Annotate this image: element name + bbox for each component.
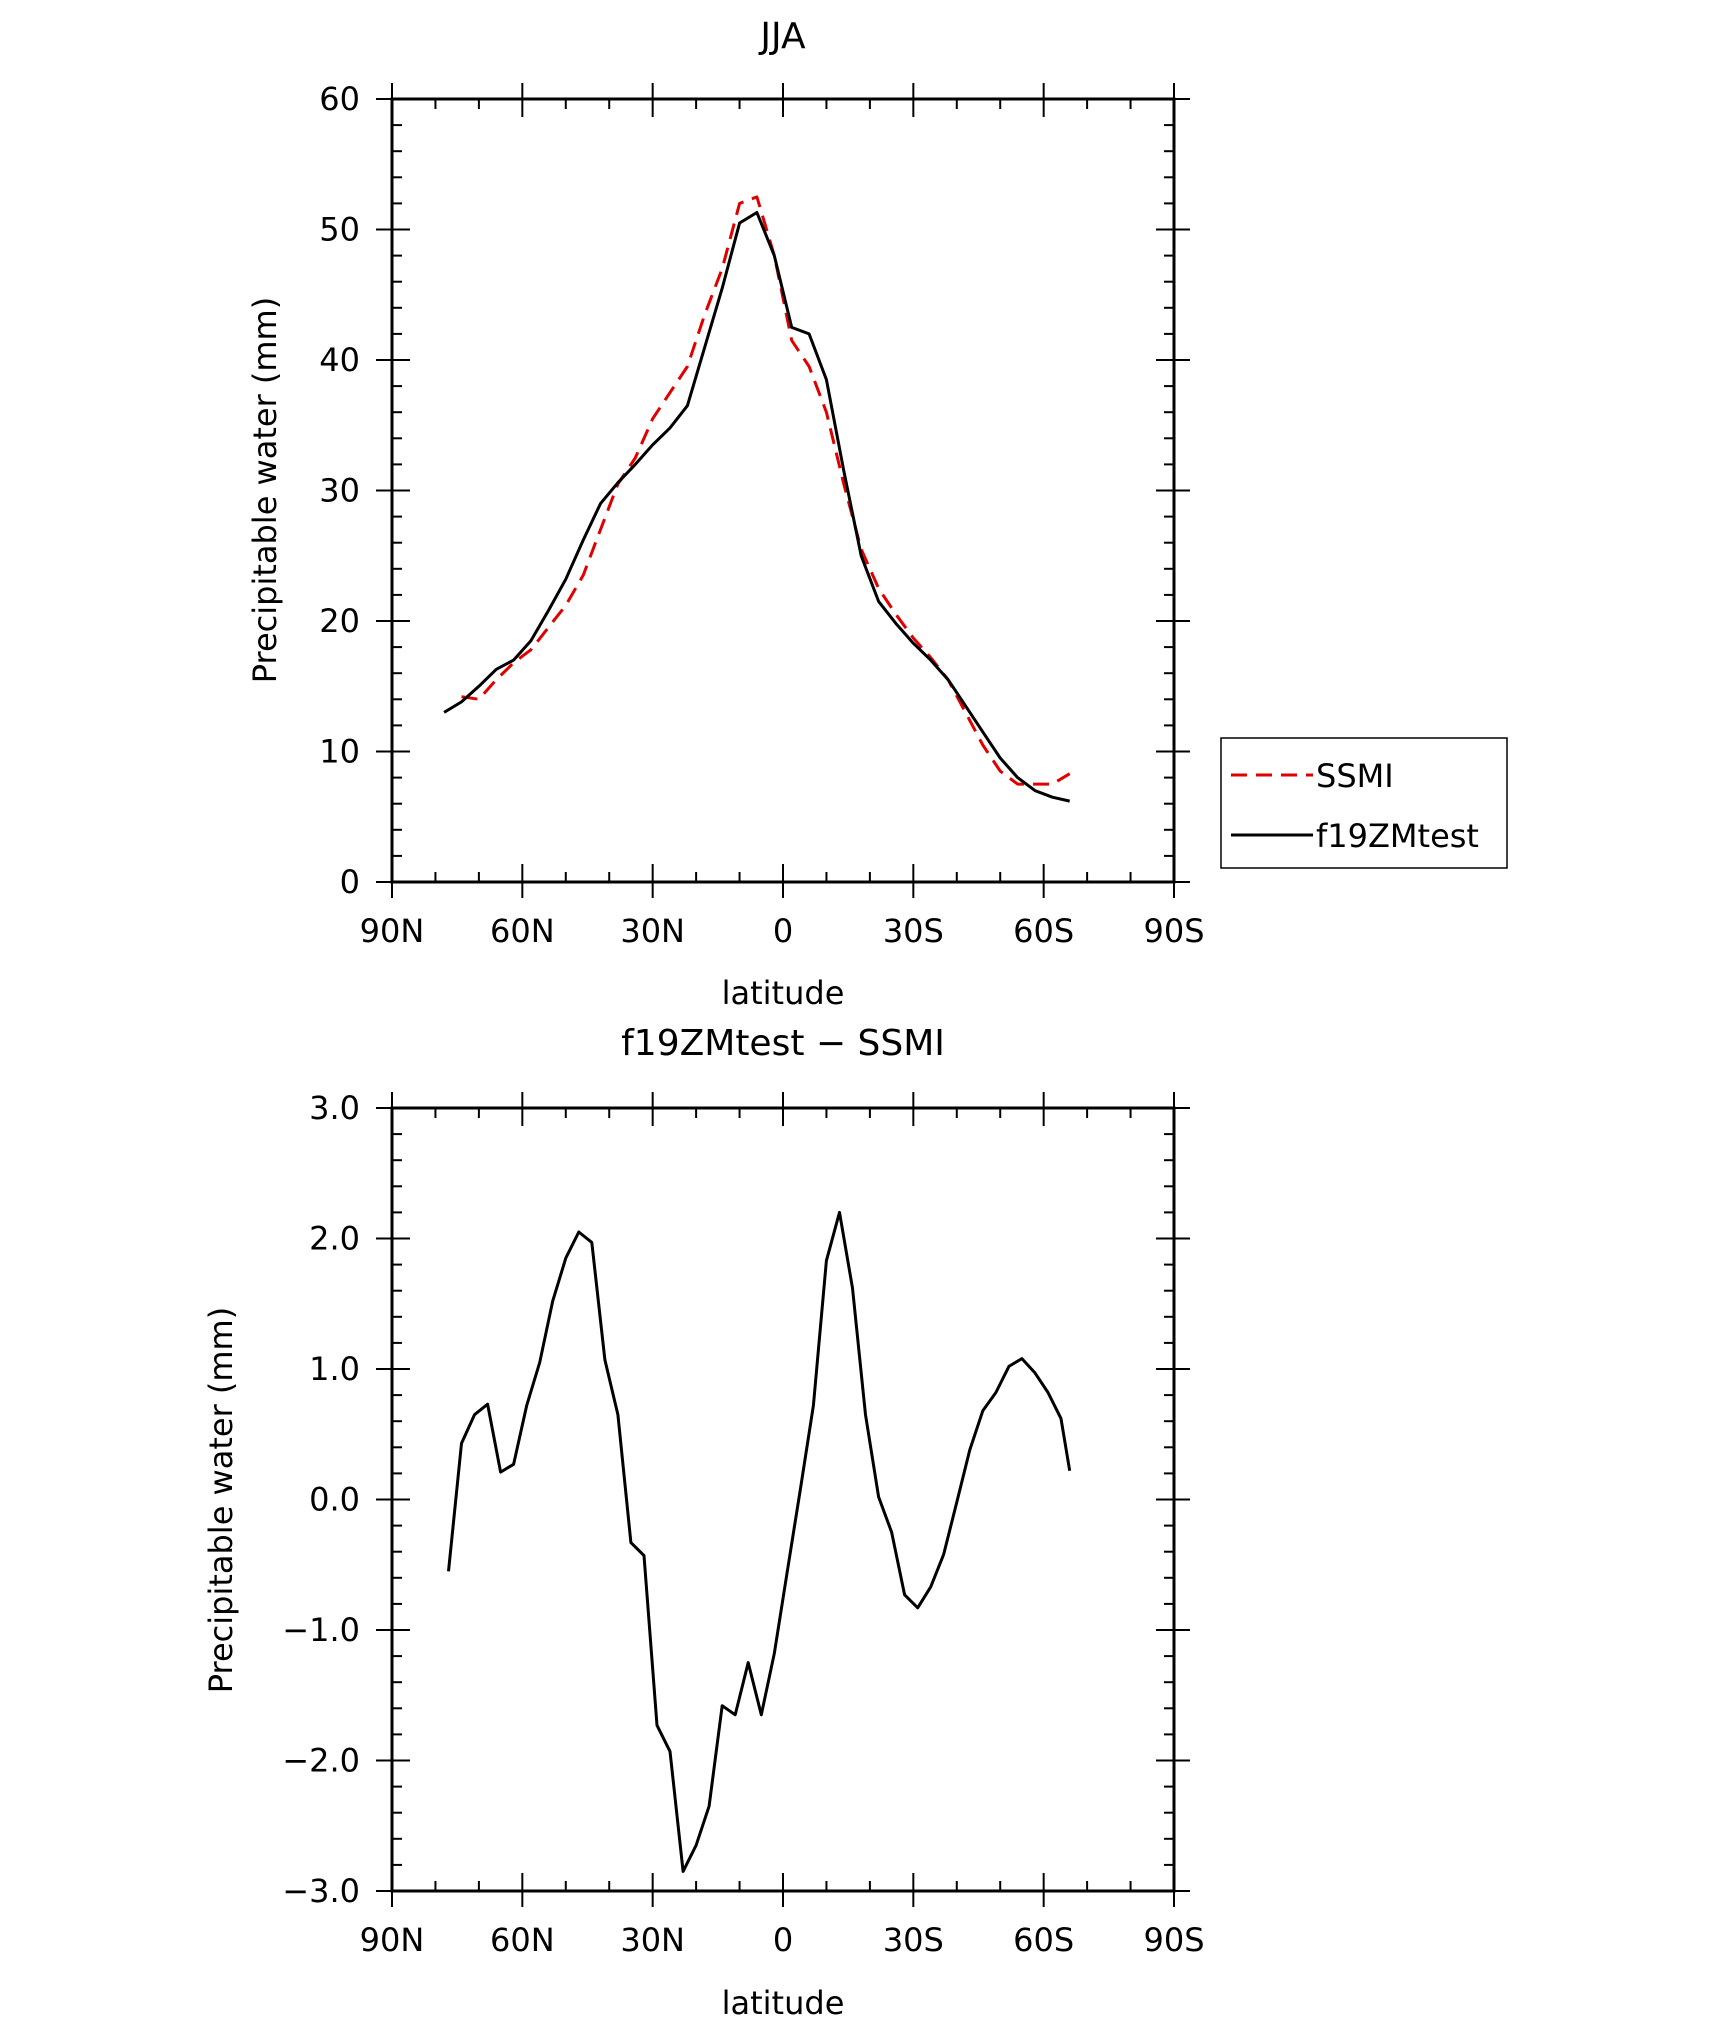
chart-title: f19ZMtest − SSMI [621, 1023, 945, 1064]
ticks [376, 1092, 1190, 1907]
y-axis-label: Precipitable water (mm) [246, 297, 284, 683]
x-tick-label: 90N [360, 912, 425, 950]
y-tick-label: −2.0 [282, 1742, 360, 1780]
series-line-difference [447, 1210, 1072, 1873]
legend-box [1220, 737, 1508, 869]
y-tick-label: 10 [319, 733, 360, 771]
y-tick-label: 30 [319, 472, 360, 510]
x-tick-label: 90S [1143, 1921, 1204, 1959]
x-tick-label: 60S [1013, 1921, 1074, 1959]
x-tick-label: 30N [620, 912, 685, 950]
ticks [376, 83, 1190, 898]
chart-title: JJA [758, 16, 806, 57]
tick-labels: 90N 60N 30N 0 30S 60S 90S 0 10 20 30 40 50 60 [319, 80, 1204, 950]
series-line-f19zmtest [443, 211, 1071, 803]
x-tick-label: 30S [883, 1921, 944, 1959]
plot-frame [390, 1106, 1176, 1893]
x-tick-label: 90N [360, 1921, 425, 1959]
legend: SSMI f19ZMtest [1220, 737, 1508, 869]
series-group [447, 1210, 1072, 1873]
tick-labels: 90N 60N 30N 0 30S 60S 90S −3.0 −2.0 −1.0 0.0 1.0 2.0… [282, 1089, 1204, 1959]
x-axis-label: latitude [722, 974, 845, 1012]
y-tick-label: 60 [319, 80, 360, 118]
x-tick-label: 90S [1143, 912, 1204, 950]
series-line-ssmi [461, 195, 1071, 786]
x-tick-label: 60N [490, 912, 555, 950]
x-tick-label: 30N [620, 1921, 685, 1959]
x-tick-label: 0 [773, 912, 793, 950]
plot-frame [390, 97, 1176, 884]
panel-bottom: f19ZMtest − SSMI 90N 60N 30N 0 30S 60S 90S −3.0… [202, 1023, 1205, 2021]
y-tick-label: 1.0 [309, 1350, 360, 1388]
y-tick-label: 0 [340, 863, 360, 901]
y-tick-label: 3.0 [309, 1089, 360, 1127]
panel-top: JJA 90N 60N 30N 0 30S 60S 90S 0 10 20 30 40 50 60 lat… [246, 16, 1508, 1012]
y-tick-label: 50 [319, 211, 360, 249]
y-tick-label: 0.0 [309, 1481, 360, 1519]
x-tick-label: 60S [1013, 912, 1074, 950]
series-group [443, 195, 1071, 803]
y-axis-label: Precipitable water (mm) [202, 1307, 240, 1693]
legend-label-ssmi: SSMI [1316, 757, 1394, 795]
x-axis-label: latitude [722, 1984, 845, 2021]
y-tick-label: 2.0 [309, 1220, 360, 1258]
x-tick-label: 30S [883, 912, 944, 950]
y-tick-label: 20 [319, 602, 360, 640]
y-tick-label: −1.0 [282, 1611, 360, 1649]
legend-label-f19zmtest: f19ZMtest [1316, 817, 1479, 855]
x-tick-label: 60N [490, 1921, 555, 1959]
x-tick-label: 0 [773, 1921, 793, 1959]
y-tick-label: −3.0 [282, 1872, 360, 1910]
y-tick-label: 40 [319, 341, 360, 379]
